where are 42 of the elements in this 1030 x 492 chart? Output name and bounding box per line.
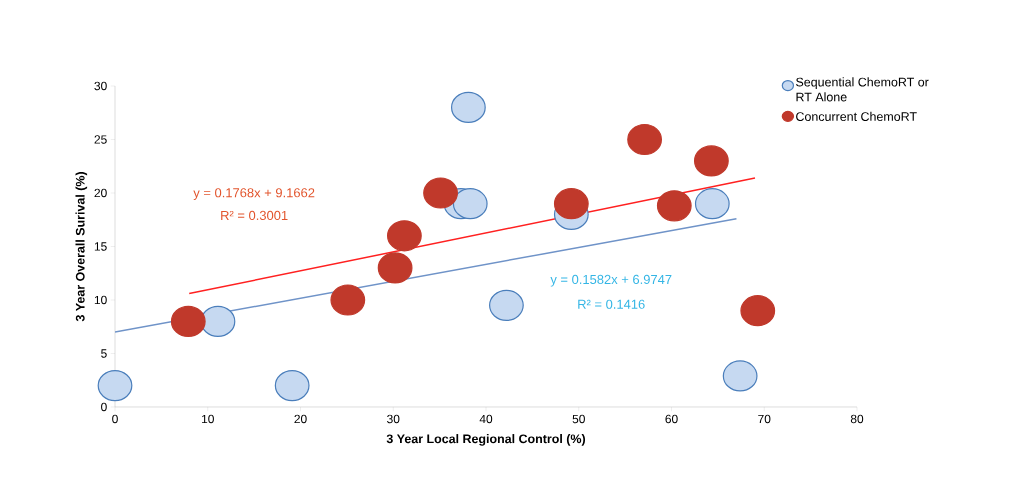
x-axis-title: 3 Year Local Regional Control (%) bbox=[386, 434, 586, 446]
x-tick-label: 60 bbox=[665, 414, 678, 424]
point bbox=[97, 369, 133, 402]
x-tick-label: 40 bbox=[479, 414, 493, 424]
y-tick-label: 15 bbox=[94, 242, 107, 251]
point bbox=[274, 369, 310, 402]
x-tick-label: 10 bbox=[202, 414, 214, 424]
legend-label: Sequential ChemoRT or RT Alone bbox=[796, 77, 929, 102]
x-tick-label: 0 bbox=[112, 414, 118, 424]
y-tick-label: 10 bbox=[94, 295, 107, 305]
y-tick-label: 5 bbox=[101, 349, 107, 358]
annotation: R² = 0.3001 bbox=[221, 210, 288, 221]
x-tick-label: 50 bbox=[572, 414, 585, 424]
x-tick-label: 20 bbox=[294, 414, 307, 424]
point bbox=[452, 188, 488, 220]
point bbox=[553, 188, 589, 220]
point bbox=[656, 190, 692, 222]
point bbox=[722, 360, 758, 392]
point bbox=[740, 295, 776, 327]
y-tick-label: 0 bbox=[101, 402, 107, 412]
y-tick-label: 25 bbox=[94, 135, 107, 144]
x-tick-label: 30 bbox=[387, 414, 400, 424]
point bbox=[170, 305, 206, 337]
point bbox=[450, 91, 486, 123]
point bbox=[377, 252, 413, 284]
y-tick-label: 30 bbox=[94, 81, 107, 91]
point bbox=[386, 220, 422, 252]
annotation: y = 0.1768x + 9.1662 bbox=[193, 188, 315, 200]
x-tick-label: 70 bbox=[758, 414, 771, 424]
point bbox=[200, 305, 236, 337]
point bbox=[627, 123, 663, 156]
annotation: y = 0.1582x + 6.9747 bbox=[550, 274, 672, 287]
point bbox=[423, 177, 458, 209]
point bbox=[489, 289, 524, 321]
point bbox=[693, 145, 729, 177]
legend-label: Concurrent ChemoRT bbox=[796, 111, 917, 121]
x-tick-label: 80 bbox=[850, 414, 864, 424]
y-tick-label: 20 bbox=[94, 188, 107, 198]
point bbox=[694, 188, 730, 220]
y-axis-title: 3 Year Overall Surival (%) bbox=[75, 172, 88, 322]
point bbox=[330, 284, 366, 316]
annotation: R² = 0.1416 bbox=[578, 299, 645, 309]
